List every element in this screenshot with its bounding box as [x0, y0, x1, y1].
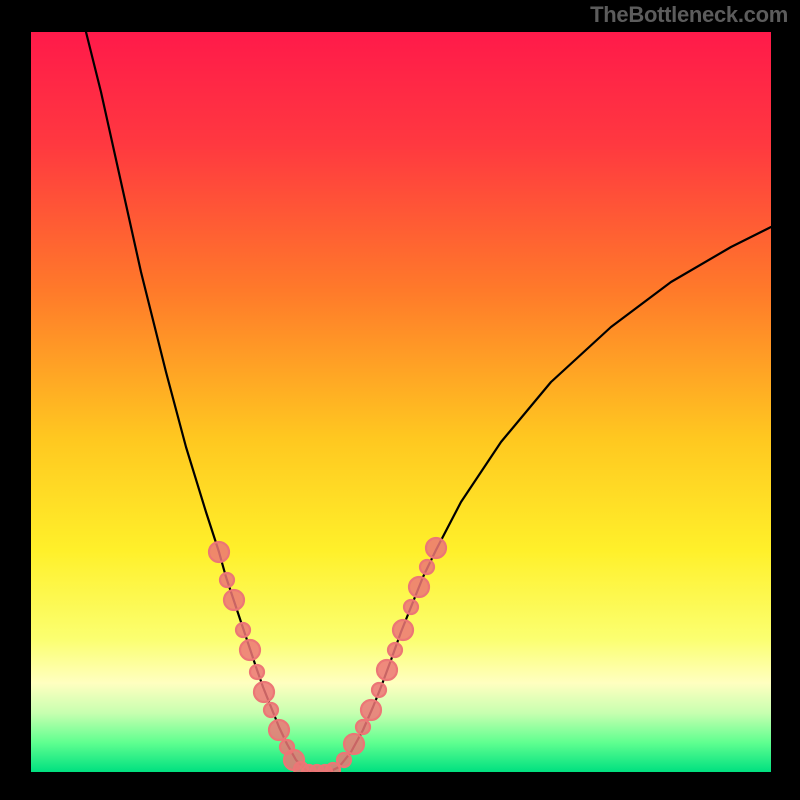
plot-area: [31, 32, 771, 772]
data-marker: [361, 700, 381, 720]
data-marker: [224, 590, 244, 610]
gradient-bg: [31, 32, 771, 772]
data-marker: [409, 577, 429, 597]
data-marker: [372, 683, 386, 697]
data-marker: [250, 665, 264, 679]
data-marker: [377, 660, 397, 680]
data-marker: [388, 643, 402, 657]
data-marker: [404, 600, 418, 614]
watermark-text: TheBottleneck.com: [590, 2, 788, 28]
chart-outer-frame: TheBottleneck.com: [0, 0, 800, 800]
data-marker: [240, 640, 260, 660]
data-marker: [393, 620, 413, 640]
data-marker: [264, 703, 278, 717]
data-marker: [236, 623, 250, 637]
data-marker: [209, 542, 229, 562]
data-marker: [220, 573, 234, 587]
data-marker: [344, 734, 364, 754]
data-marker: [337, 753, 351, 767]
data-marker: [426, 538, 446, 558]
data-marker: [254, 682, 274, 702]
chart-svg: [31, 32, 771, 772]
data-marker: [420, 560, 434, 574]
data-marker: [356, 720, 370, 734]
data-marker: [269, 720, 289, 740]
